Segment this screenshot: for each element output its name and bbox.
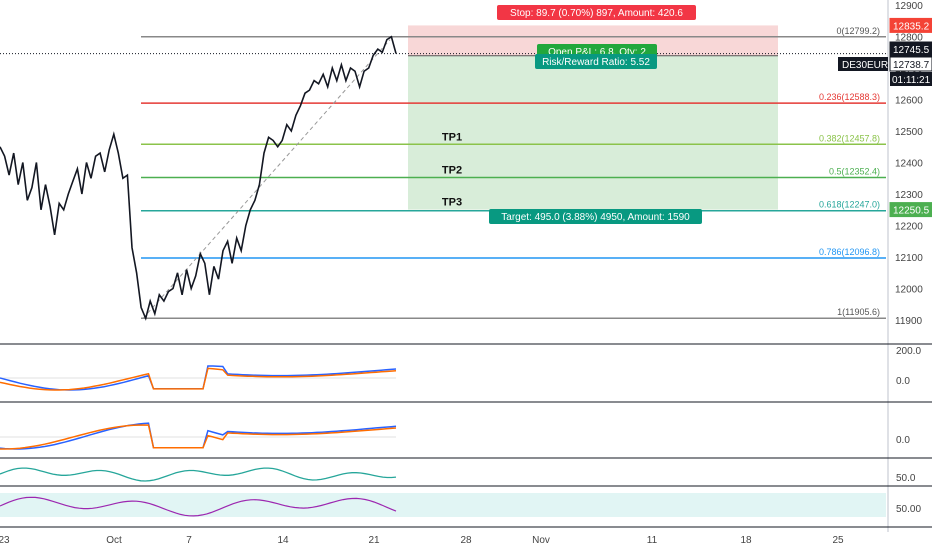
countdown-tag <box>890 72 932 86</box>
macd-signal-line[interactable] <box>0 367 397 391</box>
fib-level-label: 0(12799.2) <box>836 26 880 36</box>
x-tick-label: 28 <box>460 535 472 546</box>
x-tick-label: 18 <box>740 535 752 546</box>
stop-label-box <box>497 5 696 20</box>
price-tag-text: 12738.7 <box>893 60 930 71</box>
target-label-box <box>489 209 702 224</box>
price-tag <box>889 202 932 218</box>
y-tick-label: 12100 <box>895 253 923 264</box>
macd2-line[interactable] <box>0 422 397 450</box>
y-tick-label: 12000 <box>895 285 923 296</box>
risk-reward-label-box <box>535 54 657 69</box>
take-profit-label: TP2 <box>442 164 462 176</box>
x-tick-label: Nov <box>532 535 550 546</box>
price-tag-text: 12250.5 <box>893 206 930 217</box>
indicator-tick-label: 50.0 <box>896 473 916 484</box>
x-tick-label: 14 <box>277 535 289 546</box>
take-profit-label: TP1 <box>442 131 462 143</box>
y-tick-label: 12300 <box>895 190 923 201</box>
x-tick-label: Oct <box>106 535 122 546</box>
rsi-band <box>0 493 886 517</box>
countdown-text: 01:11:21 <box>892 75 931 86</box>
indicator-tick-label: 200.0 <box>896 346 921 357</box>
target-label-text: Target: 495.0 (3.88%) 4950, Amount: 1590 <box>501 212 690 223</box>
price-line[interactable] <box>0 35 397 321</box>
y-tick-label: 12400 <box>895 159 923 170</box>
x-tick-label: 7 <box>186 535 192 546</box>
y-tick-label: 12500 <box>895 127 923 138</box>
price-tag-text: 12745.5 <box>893 45 930 56</box>
trend-line[interactable] <box>142 39 391 319</box>
risk-reward-label-text: Risk/Reward Ratio: 5.52 <box>542 57 650 68</box>
x-tick-label: 23 <box>0 535 10 546</box>
y-tick-label: 12800 <box>895 33 923 44</box>
price-tag <box>889 56 932 72</box>
x-tick-label: 11 <box>647 535 658 546</box>
fib-level-label: 0.786(12096.8) <box>819 247 880 257</box>
x-tick-label: 21 <box>368 535 380 546</box>
fib-level-label: 0.236(12588.3) <box>819 92 880 102</box>
price-tag <box>889 41 932 57</box>
fib-level-label: 1(11905.6) <box>837 307 880 317</box>
y-tick-label: 12200 <box>895 222 923 233</box>
fib-level-label: 0.5(12352.4) <box>829 166 880 176</box>
indicator-tick-label: 50.00 <box>896 504 921 515</box>
indicator-tick-label: 0.0 <box>896 435 910 446</box>
fib-level-label: 0.382(12457.8) <box>819 133 880 143</box>
symbol-tag-text: DE30EUR <box>842 60 888 71</box>
symbol-tag <box>838 57 888 71</box>
price-tag <box>889 17 932 33</box>
macd2-signal-line[interactable] <box>0 424 397 450</box>
y-tick-label: 12900 <box>895 1 923 12</box>
oscillator-line[interactable] <box>0 467 397 482</box>
indicator-tick-label: 0.0 <box>896 376 910 387</box>
x-tick-label: 25 <box>832 535 844 546</box>
take-profit-label: TP3 <box>442 197 462 209</box>
y-tick-label: 11900 <box>895 316 923 327</box>
pnl-label-text: Open P&L: 6.8, Qty: 2 <box>548 47 646 58</box>
stop-label-text: Stop: 89.7 (0.70%) 897, Amount: 420.6 <box>510 8 683 19</box>
rsi-line[interactable] <box>0 496 397 517</box>
price-tag-text: 12835.2 <box>893 21 930 32</box>
target-zone[interactable] <box>408 55 778 210</box>
fib-level-label: 0.618(12247.0) <box>819 200 880 210</box>
y-tick-label: 12600 <box>895 96 923 107</box>
